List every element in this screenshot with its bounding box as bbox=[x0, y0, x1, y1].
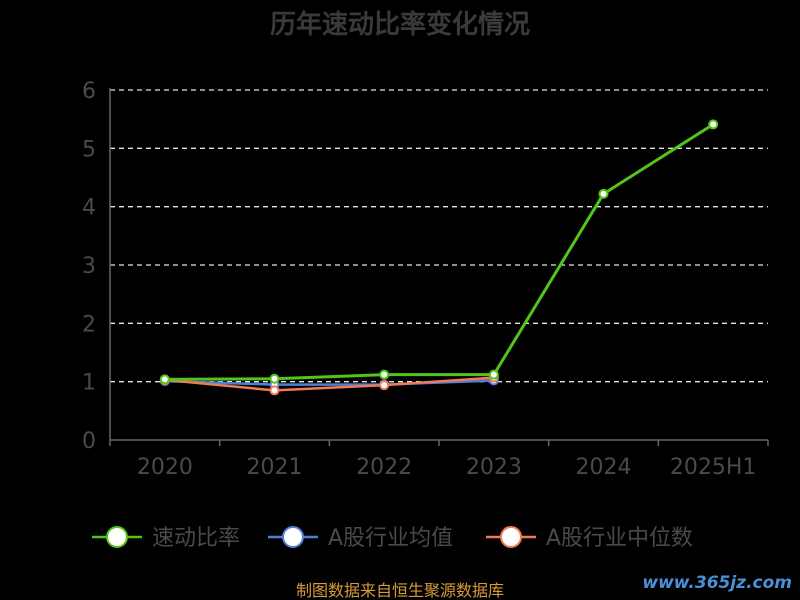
y-tick-label: 1 bbox=[82, 371, 96, 396]
data-point bbox=[269, 373, 280, 384]
y-tick-label: 2 bbox=[82, 312, 96, 337]
series-lines bbox=[159, 119, 719, 396]
legend-label: A股行业均值 bbox=[328, 526, 453, 551]
data-point bbox=[708, 119, 719, 130]
data-point bbox=[159, 374, 170, 385]
data-source-note: 制图数据来自恒生聚源数据库 bbox=[296, 581, 504, 600]
legend-item-1[interactable]: A股行业均值 bbox=[268, 526, 453, 551]
y-tick-label: 4 bbox=[82, 196, 96, 221]
legend-item-2[interactable]: A股行业中位数 bbox=[486, 526, 693, 551]
y-tick-label: 6 bbox=[82, 79, 96, 104]
data-point bbox=[488, 369, 499, 380]
chart-title: 历年速动比率变化情况 bbox=[270, 9, 530, 40]
x-tick-label: 2023 bbox=[466, 455, 522, 480]
y-tick-label: 0 bbox=[82, 429, 96, 454]
x-tick-label: 2020 bbox=[137, 455, 193, 480]
x-tick-label: 2022 bbox=[356, 455, 412, 480]
legend-item-0[interactable]: 速动比率 bbox=[92, 526, 240, 551]
legend-marker bbox=[106, 526, 128, 548]
series-line bbox=[164, 376, 494, 392]
legend-marker bbox=[500, 526, 522, 548]
legend[interactable]: 速动比率 A股行业均值 A股行业中位数 bbox=[92, 526, 693, 551]
data-point bbox=[269, 385, 280, 396]
legend-label: 速动比率 bbox=[152, 526, 240, 551]
x-axis-tick-labels: 2020 2021 2022 2023 2024 2025H1 bbox=[137, 455, 757, 480]
data-point bbox=[379, 380, 390, 391]
y-tick-label: 3 bbox=[82, 254, 96, 279]
x-tick-label: 2024 bbox=[576, 455, 632, 480]
data-point bbox=[379, 369, 390, 380]
data-point bbox=[598, 188, 609, 199]
watermark: www.365jz.com bbox=[642, 573, 792, 593]
y-axis-tick-labels: 0 1 2 3 4 5 6 bbox=[82, 79, 96, 454]
axes bbox=[109, 88, 769, 446]
series-line bbox=[164, 123, 714, 381]
legend-marker bbox=[282, 526, 304, 548]
x-tick-label: 2021 bbox=[247, 455, 303, 480]
series-0 bbox=[159, 119, 719, 385]
legend-label: A股行业中位数 bbox=[546, 526, 693, 551]
grid-lines bbox=[110, 89, 768, 383]
y-tick-label: 5 bbox=[82, 137, 96, 162]
x-tick-label: 2025H1 bbox=[670, 455, 757, 480]
